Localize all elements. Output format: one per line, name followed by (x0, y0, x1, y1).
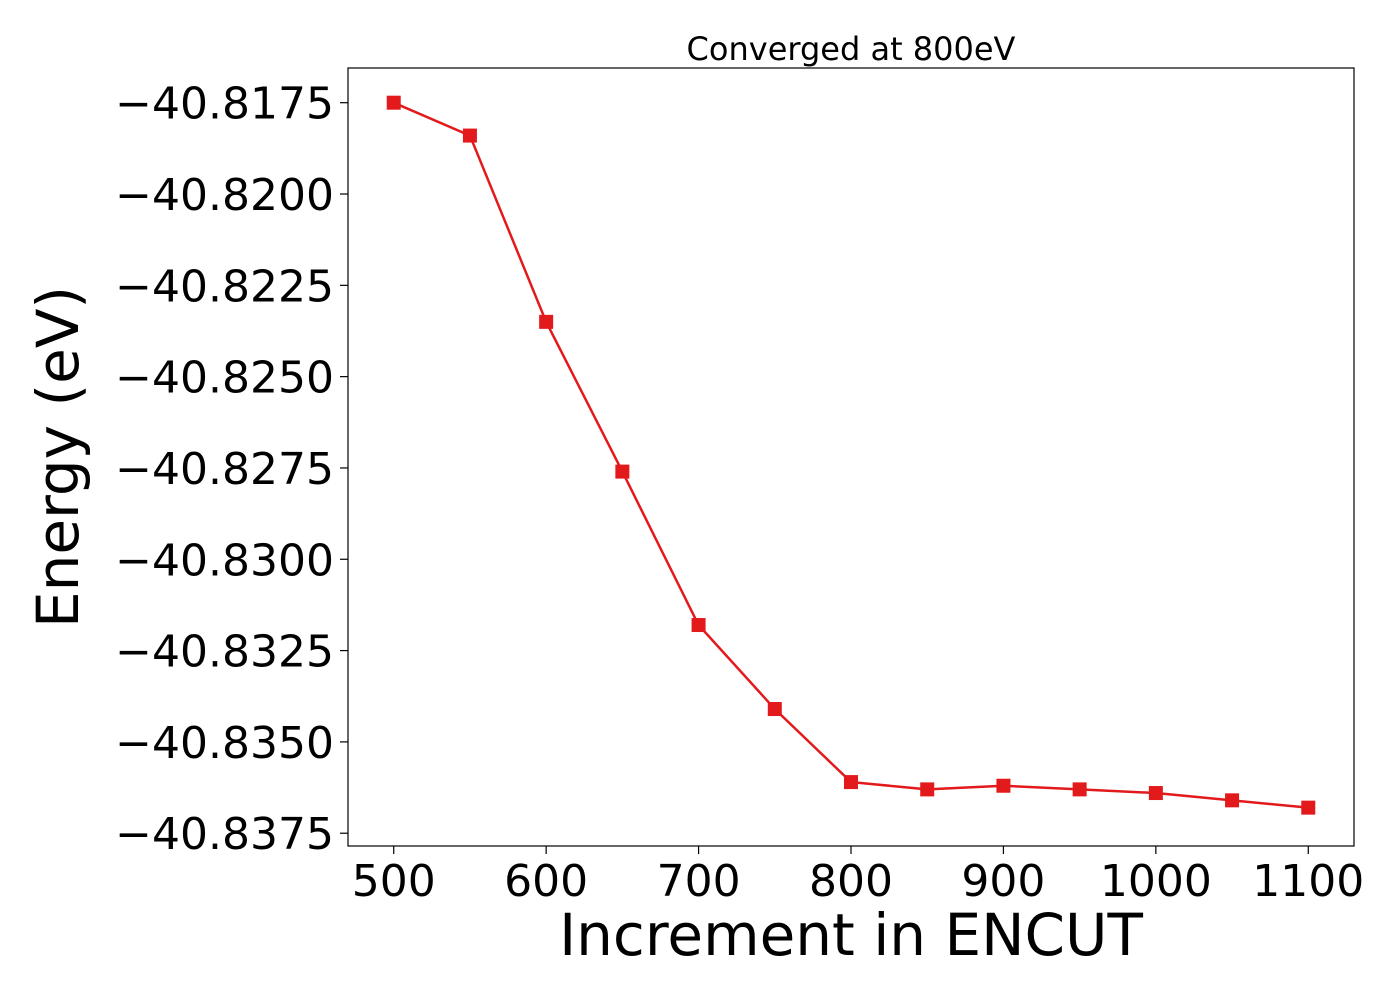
data-point (615, 464, 630, 479)
x-tick-label: 900 (961, 856, 1045, 907)
y-tick-label: −40.8250 (115, 353, 334, 404)
data-point (996, 778, 1011, 793)
chart-title: Converged at 800eV (687, 30, 1016, 68)
data-point (1225, 793, 1240, 808)
data-point (844, 775, 858, 790)
y-axis: −40.8175 −40.8200 −40.8225 −40.8250 −40.8275… (115, 79, 348, 860)
x-tick-label: 800 (809, 856, 893, 907)
y-axis-label: Energy (eV) (24, 286, 92, 628)
y-tick-label: −40.8175 (115, 79, 334, 130)
y-tick-label: −40.8225 (115, 261, 334, 312)
plot-area (347, 67, 1355, 847)
data-point (1148, 786, 1163, 801)
x-axis-label: Increment in ENCUT (559, 901, 1143, 969)
y-tick-label: −40.8200 (115, 170, 334, 221)
x-tick-label: 1100 (1252, 856, 1364, 907)
x-tick-label: 700 (657, 856, 741, 907)
data-point (539, 314, 554, 329)
data-point (1301, 800, 1316, 815)
x-tick-label: 600 (504, 856, 588, 907)
y-tick-label: −40.8350 (115, 718, 334, 769)
data-point (462, 128, 477, 143)
y-tick-label: −40.8275 (115, 444, 334, 495)
y-tick-label: −40.8300 (115, 535, 334, 586)
data-point (1072, 782, 1087, 797)
x-tick-label: 500 (352, 856, 436, 907)
data-point (920, 782, 935, 797)
data-point (767, 702, 782, 717)
y-tick-label: −40.8325 (115, 627, 334, 678)
data-point (386, 95, 401, 110)
series-layer (386, 95, 1316, 815)
y-tick-label: −40.8375 (115, 809, 334, 860)
x-tick-label: 1000 (1100, 856, 1212, 907)
data-point (691, 618, 706, 633)
x-axis: 500 600 700 800 900 1000 1100 (352, 846, 1364, 907)
